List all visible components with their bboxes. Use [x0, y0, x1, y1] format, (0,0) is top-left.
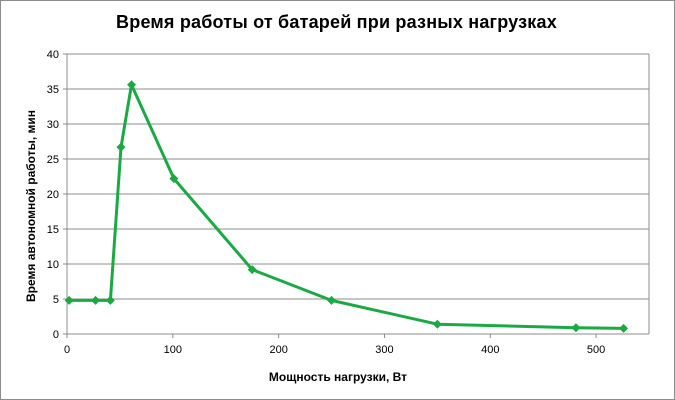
- x-tick-label-0: 0: [64, 344, 70, 356]
- y-tick-label-5: 25: [47, 154, 59, 166]
- data-point-5: [169, 174, 179, 184]
- y-tick-label-7: 35: [47, 84, 59, 96]
- y-tick-labels: 0 5 10 15 20 25 30 35 40: [47, 49, 59, 341]
- y-tick-label-6: 30: [47, 119, 59, 131]
- chart-title: Время работы от батарей при разных нагру…: [116, 12, 557, 32]
- y-tick-label-4: 20: [47, 189, 59, 201]
- y-tick-label-0: 0: [53, 329, 59, 341]
- data-point-9: [571, 323, 581, 333]
- data-point-1: [91, 295, 101, 305]
- data-point-10: [619, 323, 629, 333]
- y-tick-label-2: 10: [47, 259, 59, 271]
- series-group: [64, 80, 629, 333]
- x-tick-label-5: 500: [587, 344, 605, 356]
- x-tick-label-3: 300: [375, 344, 393, 356]
- y-tick-label-1: 5: [53, 294, 59, 306]
- data-point-4: [127, 80, 137, 90]
- data-point-2: [105, 295, 115, 305]
- x-tick-label-4: 400: [481, 344, 499, 356]
- y-tick-label-8: 40: [47, 49, 59, 61]
- y-tick-label-3: 15: [47, 224, 59, 236]
- data-point-8: [432, 319, 442, 329]
- x-tick-label-1: 100: [164, 344, 182, 356]
- x-tick-labels: 0 100 200 300 400 500: [64, 344, 605, 356]
- data-point-3: [116, 142, 126, 152]
- x-tick-label-2: 200: [269, 344, 287, 356]
- data-point-7: [327, 295, 337, 305]
- axes: [63, 53, 650, 338]
- y-axis-label: Время автономной работы, мин: [24, 110, 38, 302]
- data-point-0: [64, 295, 74, 305]
- data-point-6: [247, 265, 257, 275]
- gridlines: [67, 53, 649, 300]
- x-axis-label: Мощность нагрузки, Вт: [269, 370, 407, 384]
- series-line-0: [69, 83, 624, 330]
